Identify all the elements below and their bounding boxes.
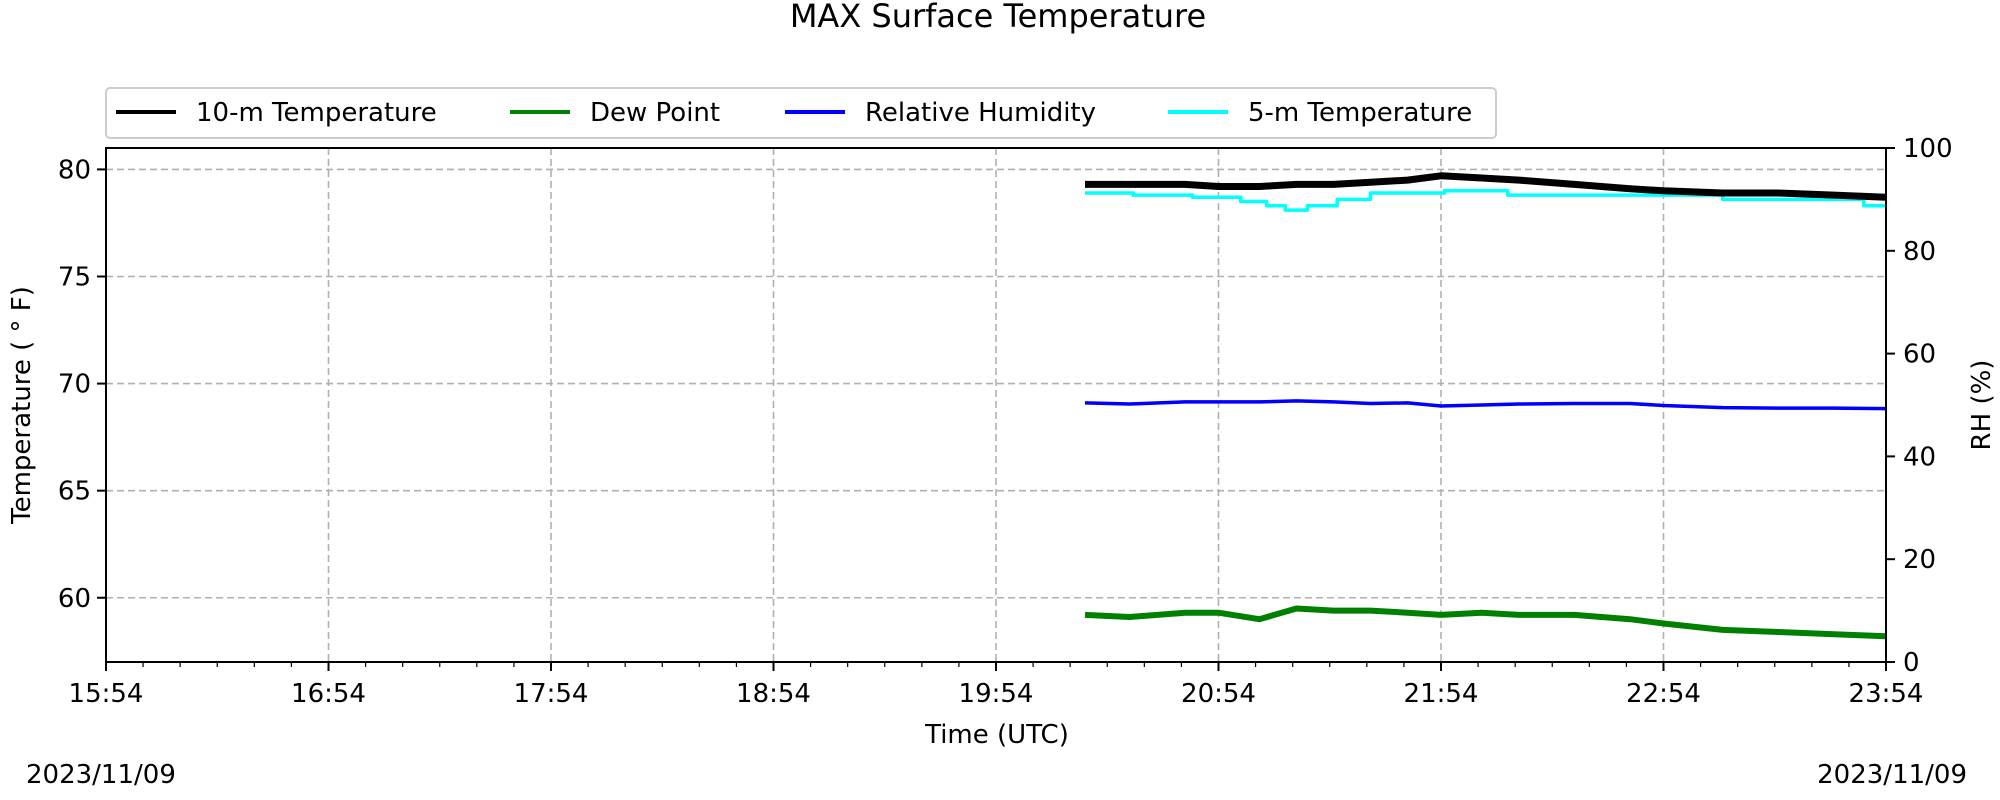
axis-layer: 15:54 16:54 17:54 18:54 19:54 20:54 21:54 22:54… <box>58 134 1953 709</box>
y-tick-label: 70 <box>58 370 91 400</box>
y2-tick-label: 100 <box>1903 134 1953 164</box>
x-tick-label: 20:54 <box>1181 679 1256 709</box>
legend-label-relative-humidity: Relative Humidity <box>865 98 1096 128</box>
x-tick-label: 16:54 <box>291 679 366 709</box>
legend-label-10-m-temperature: 10-m Temperature <box>196 98 437 128</box>
chart-title: MAX Surface Temperature <box>790 0 1206 35</box>
y-tick-label: 65 <box>58 477 91 507</box>
series-dew-point <box>1084 605 1887 640</box>
y2-tick-label: 0 <box>1903 648 1920 678</box>
x-tick-label: 15:54 <box>69 679 144 709</box>
x-axis-label: Time (UTC) <box>924 720 1069 750</box>
y-tick-label: 60 <box>58 584 91 614</box>
date-left: 2023/11/09 <box>26 760 176 790</box>
date-right: 2023/11/09 <box>1817 760 1967 790</box>
x-tick-label: 17:54 <box>514 679 589 709</box>
y2-tick-label: 40 <box>1903 442 1936 472</box>
y2-tick-label: 20 <box>1903 545 1936 575</box>
y-tick-label: 80 <box>58 155 91 185</box>
legend-label-dew-point: Dew Point <box>590 98 720 128</box>
y2-tick-label: 80 <box>1903 237 1936 267</box>
x-tick-label: 23:54 <box>1849 679 1924 709</box>
x-tick-label: 19:54 <box>959 679 1034 709</box>
y2-axis-label: RH (%) <box>1967 360 1997 451</box>
x-tick-label: 18:54 <box>736 679 811 709</box>
legend: 10-m Temperature Dew Point Relative Humidi… <box>105 87 1497 139</box>
x-tick-label: 22:54 <box>1626 679 1701 709</box>
y-tick-label: 75 <box>58 263 91 293</box>
series-layer <box>1084 172 1887 640</box>
x-tick-label: 21:54 <box>1404 679 1479 709</box>
y2-tick-label: 60 <box>1903 340 1936 370</box>
series-10-m-temperature <box>1085 172 1887 201</box>
y-axis-label: Temperature ( ° F) <box>7 286 37 525</box>
legend-label-5-m-temperature: 5-m Temperature <box>1248 98 1472 128</box>
series-relative-humidity <box>1084 399 1887 411</box>
